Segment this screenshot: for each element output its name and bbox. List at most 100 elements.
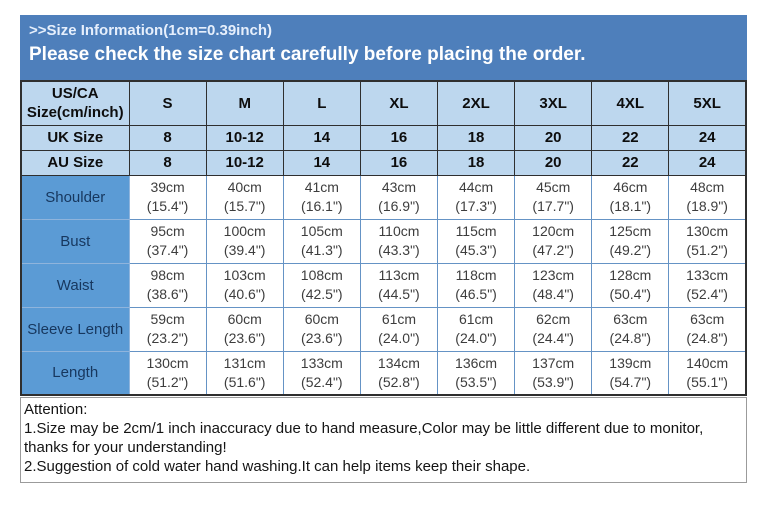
shoulder-row: Shoulder 39cm (15.4") 40cm (15.7") 41cm (16… <box>20 174 747 220</box>
measure-cell: 125cm (49.2") <box>591 218 670 264</box>
measure-cell: 59cm (23.2") <box>128 306 207 352</box>
measure-label: Length <box>20 350 130 396</box>
size-col-header: M <box>205 80 284 126</box>
size-value-cell: 22 <box>591 124 670 151</box>
size-col-header: 3XL <box>514 80 593 126</box>
inch-value: (51.2") <box>146 373 189 390</box>
cm-value: 105cm <box>300 223 343 239</box>
inch-value: (52.4") <box>301 373 343 390</box>
cm-value: 43cm <box>381 179 417 195</box>
measure-cell: 136cm (53.5") <box>436 350 516 396</box>
cm-value: 59cm <box>150 311 185 327</box>
cm-value: 98cm <box>150 267 185 283</box>
cm-value: 123cm <box>532 267 575 283</box>
measure-cell: 61cm (24.0") <box>359 306 439 352</box>
au-size-row: AU Size 8 10-12 14 16 18 20 22 24 <box>20 149 747 176</box>
corner-line-1: US/CA <box>51 85 99 103</box>
inch-value: (24.0") <box>455 330 497 346</box>
measure-cell: 115cm (45.3") <box>436 218 516 264</box>
inch-value: (51.2") <box>686 242 728 258</box>
measure-cell: 95cm (37.4") <box>128 218 207 264</box>
measure-cell: 40cm (15.7") <box>205 174 284 220</box>
inch-value: (24.0") <box>378 330 420 346</box>
cm-value: 137cm <box>532 354 575 371</box>
attention-line: thanks for your understanding! <box>24 439 227 456</box>
cm-value: 140cm <box>686 354 729 371</box>
measure-cell: 60cm (23.6") <box>282 306 361 352</box>
attention-box: Attention: 1.Size may be 2cm/1 inch inac… <box>20 397 747 483</box>
cm-value: 128cm <box>609 267 652 283</box>
waist-row: Waist 98cm (38.6") 103cm (40.6") 108cm (42.… <box>20 262 747 308</box>
cm-value: 62cm <box>536 311 571 327</box>
cm-value: 48cm <box>690 179 725 195</box>
cm-value: 61cm <box>458 311 494 327</box>
cm-value: 60cm <box>304 311 339 327</box>
inch-value: (37.4") <box>146 242 189 258</box>
measure-cell: 60cm (23.6") <box>205 306 284 352</box>
inch-value: (38.6") <box>146 286 189 302</box>
size-value-cell: 10-12 <box>205 149 284 176</box>
attention-line: 2.Suggestion of cold water hand washing.… <box>24 458 531 475</box>
inch-value: (18.1") <box>609 198 652 214</box>
inch-value: (24.4") <box>532 330 574 346</box>
size-value-cell: 16 <box>359 124 439 151</box>
measure-cell: 44cm (17.3") <box>436 174 516 220</box>
inch-value: (52.4") <box>686 286 728 302</box>
measure-label: Shoulder <box>20 174 130 220</box>
inch-value: (23.6") <box>301 330 343 346</box>
inch-value: (43.3") <box>378 242 420 258</box>
inch-value: (48.4") <box>532 286 574 302</box>
inch-value: (24.8") <box>609 330 652 346</box>
measure-cell: 61cm (24.0") <box>436 306 516 352</box>
cm-value: 108cm <box>300 267 343 283</box>
measure-cell: 137cm (53.9") <box>514 350 593 396</box>
cm-value: 120cm <box>532 223 575 239</box>
inch-value: (55.1") <box>686 373 728 390</box>
measure-cell: 140cm (55.1") <box>668 350 747 396</box>
cm-value: 44cm <box>458 179 494 195</box>
inch-value: (40.6") <box>223 286 266 302</box>
size-value-cell: 20 <box>514 149 593 176</box>
measure-cell: 98cm (38.6") <box>128 262 207 308</box>
inch-value: (54.7") <box>609 373 652 390</box>
measure-label: Waist <box>20 262 130 308</box>
inch-value: (47.2") <box>532 242 574 258</box>
measure-cell: 103cm (40.6") <box>205 262 284 308</box>
cm-value: 115cm <box>455 223 497 239</box>
banner-title: >>Size Information(1cm=0.39inch) <box>29 22 272 39</box>
inch-value: (17.3") <box>455 198 497 214</box>
cm-value: 60cm <box>227 311 262 327</box>
measure-cell: 63cm (24.8") <box>591 306 670 352</box>
size-value-cell: 16 <box>359 149 439 176</box>
cm-value: 131cm <box>223 354 266 371</box>
cm-value: 130cm <box>686 223 729 239</box>
inch-value: (53.9") <box>532 373 574 390</box>
size-value-cell: 18 <box>436 124 516 151</box>
measure-cell: 41cm (16.1") <box>282 174 361 220</box>
inch-value: (44.5") <box>378 286 420 302</box>
measure-label: Sleeve Length <box>20 306 130 352</box>
inch-value: (15.4") <box>146 198 189 214</box>
size-col-header: 2XL <box>436 80 516 126</box>
measure-cell: 123cm (48.4") <box>514 262 593 308</box>
measure-cell: 130cm (51.2") <box>668 218 747 264</box>
measure-cell: 113cm (44.5") <box>359 262 439 308</box>
measure-cell: 43cm (16.9") <box>359 174 439 220</box>
cm-value: 100cm <box>223 223 266 239</box>
cm-value: 63cm <box>613 311 648 327</box>
cm-value: 133cm <box>300 354 343 371</box>
corner-line-2: Size(cm/inch) <box>26 104 124 122</box>
measure-cell: 100cm (39.4") <box>205 218 284 264</box>
inch-value: (16.9") <box>378 198 420 214</box>
inch-value: (15.7") <box>223 198 266 214</box>
inch-value: (23.6") <box>223 330 266 346</box>
size-value-cell: 14 <box>282 124 361 151</box>
inch-value: (52.8") <box>378 373 420 390</box>
cm-value: 103cm <box>223 267 266 283</box>
banner: >>Size Information(1cm=0.39inch) Please … <box>20 15 747 80</box>
inch-value: (51.6") <box>223 373 266 390</box>
inch-value: (42.5") <box>301 286 343 302</box>
size-value-cell: 20 <box>514 124 593 151</box>
cm-value: 45cm <box>536 179 571 195</box>
size-table: US/CA Size(cm/inch) S M L XL 2XL 3XL 4XL… <box>20 80 747 396</box>
